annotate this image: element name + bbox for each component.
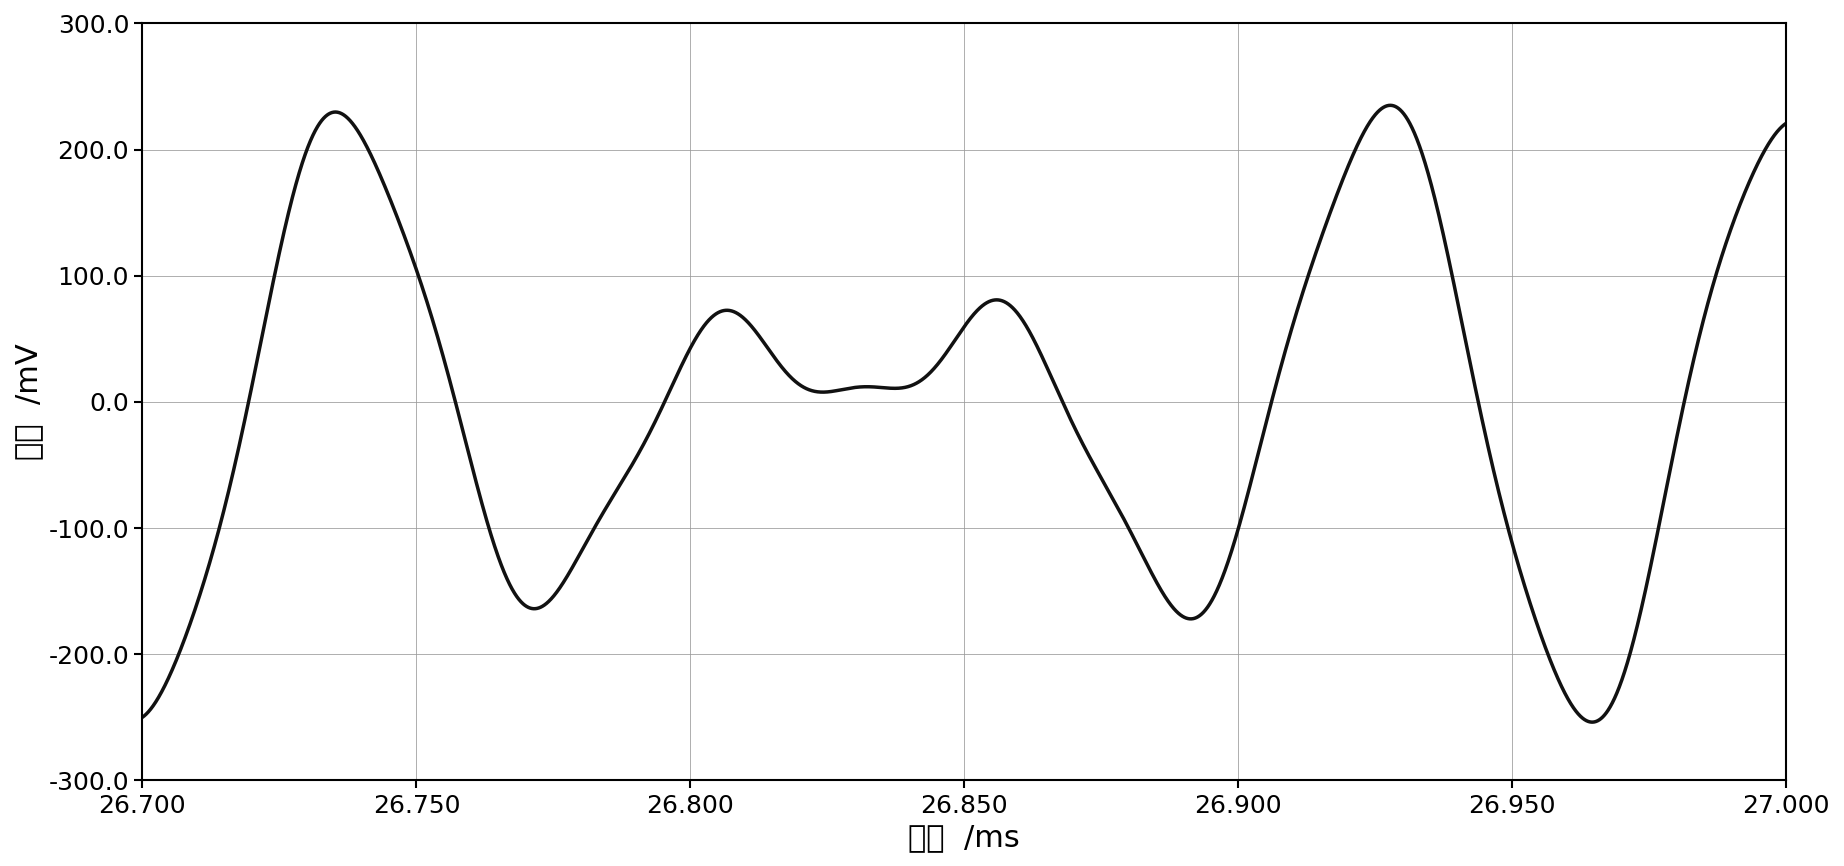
- X-axis label: 时间  /ms: 时间 /ms: [909, 823, 1020, 852]
- Y-axis label: 幅値  /mV: 幅値 /mV: [15, 344, 42, 460]
